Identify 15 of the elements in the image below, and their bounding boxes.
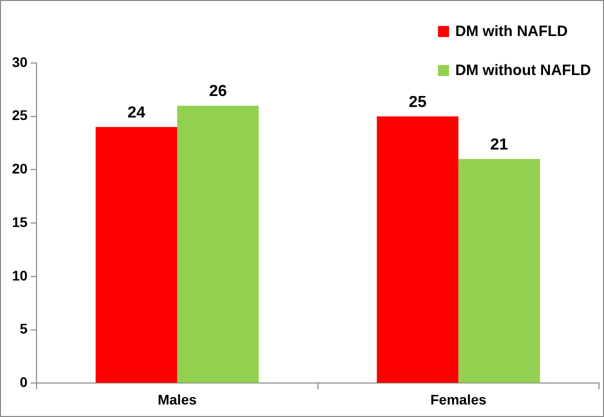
y-tick-label: 10 xyxy=(12,267,28,284)
y-tick-label: 5 xyxy=(20,320,28,337)
y-tick-label: 20 xyxy=(12,160,28,177)
y-tick-label: 15 xyxy=(12,214,28,230)
y-tick-label: 0 xyxy=(20,374,28,390)
legend-label: DM with NAFLD xyxy=(455,23,568,40)
legend-label: DM without NAFLD xyxy=(455,62,591,79)
data-label: 21 xyxy=(490,136,508,154)
data-label: 25 xyxy=(408,94,427,111)
data-label: 24 xyxy=(128,104,146,122)
y-tick-label: 25 xyxy=(12,107,28,124)
x-tick-label: Males xyxy=(158,391,197,408)
y-tick-label: 30 xyxy=(12,54,28,70)
x-tick-label: Females xyxy=(430,391,487,408)
data-label: 26 xyxy=(209,83,227,100)
